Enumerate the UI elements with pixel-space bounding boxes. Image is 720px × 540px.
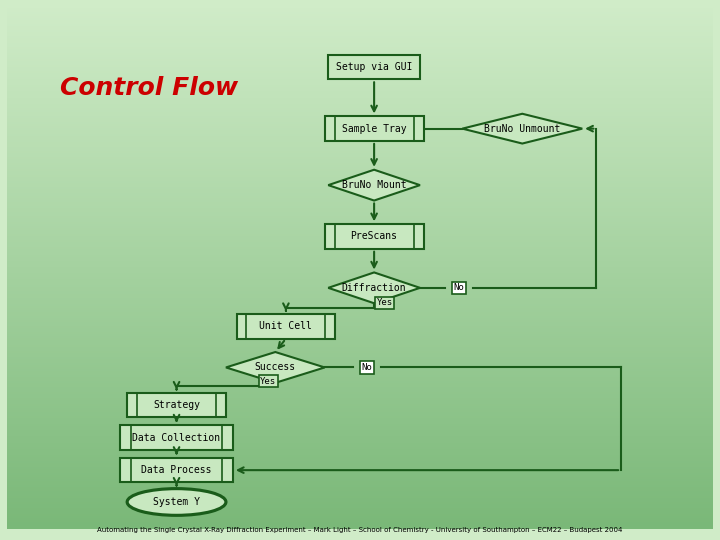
Text: Yes: Yes [260, 377, 276, 386]
Text: Yes: Yes [377, 298, 392, 307]
Text: Success: Success [255, 362, 296, 373]
Text: System Y: System Y [153, 497, 200, 507]
FancyBboxPatch shape [325, 116, 423, 141]
Text: Data Collection: Data Collection [132, 433, 220, 443]
Text: BruNo Unmount: BruNo Unmount [484, 124, 560, 133]
Polygon shape [226, 352, 325, 383]
Text: Setup via GUI: Setup via GUI [336, 62, 413, 72]
Polygon shape [462, 114, 582, 144]
Polygon shape [328, 273, 420, 303]
Text: Control Flow: Control Flow [60, 76, 238, 99]
FancyBboxPatch shape [328, 55, 420, 79]
Ellipse shape [127, 489, 226, 515]
FancyBboxPatch shape [120, 458, 233, 482]
FancyBboxPatch shape [236, 314, 336, 339]
Text: Strategy: Strategy [153, 400, 200, 410]
FancyBboxPatch shape [120, 426, 233, 450]
FancyBboxPatch shape [127, 393, 226, 417]
Text: Sample Tray: Sample Tray [342, 124, 406, 133]
Polygon shape [328, 170, 420, 200]
FancyBboxPatch shape [325, 224, 423, 249]
Text: No: No [361, 363, 372, 372]
Text: Automating the Single Crystal X-Ray Diffraction Experiment – Mark Light – School: Automating the Single Crystal X-Ray Diff… [97, 526, 623, 532]
Text: No: No [454, 284, 464, 292]
Text: Data Process: Data Process [141, 465, 212, 475]
Text: BruNo Mount: BruNo Mount [342, 180, 406, 190]
Text: Unit Cell: Unit Cell [259, 321, 312, 332]
Text: Diffraction: Diffraction [342, 283, 406, 293]
Text: PreScans: PreScans [351, 232, 397, 241]
